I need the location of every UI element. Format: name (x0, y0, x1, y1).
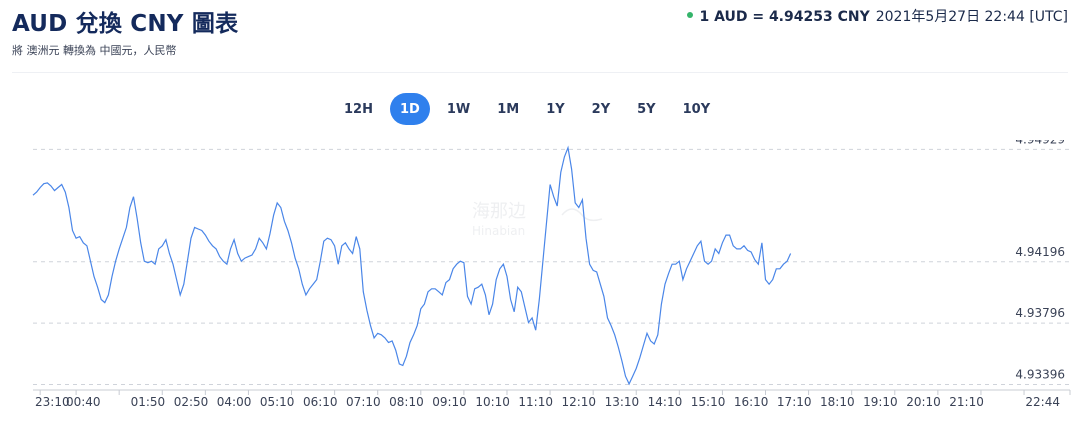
header-divider (12, 72, 1068, 73)
x-tick-label: 22:44 (1025, 395, 1060, 409)
live-status-icon (687, 12, 694, 18)
x-tick-label: 01:50 (131, 395, 166, 409)
current-rate: 1 AUD = 4.94253 CNY 2021年5月27日 22:44 [UTC… (687, 6, 1068, 26)
watermark-swoosh-icon (561, 208, 603, 222)
page-subtitle: 將 澳洲元 轉換為 中國元，人民幣 (12, 44, 177, 57)
x-tick-label: 14:10 (648, 395, 683, 409)
x-tick-label: 05:10 (260, 395, 295, 409)
period-button-5y[interactable]: 5Y (637, 101, 656, 117)
x-tick-label: 10:10 (475, 395, 510, 409)
period-button-1d[interactable]: 1D (389, 93, 430, 125)
period-button-2y[interactable]: 2Y (591, 101, 611, 117)
x-tick-label: 07:10 (346, 395, 381, 409)
rate-value: 1 AUD = 4.94253 CNY (699, 9, 870, 25)
x-tick-label: 15:10 (691, 395, 726, 409)
period-button-1y[interactable]: 1Y (546, 101, 565, 117)
x-tick-label: 17:10 (777, 395, 812, 409)
x-tick-label: 00:40 (66, 395, 101, 409)
x-tick-label: 16:10 (734, 395, 769, 409)
x-tick-label: 19:10 (863, 395, 898, 409)
chart-header: AUD 兌換 CNY 圖表 將 澳洲元 轉換為 中國元，人民幣 1 AUD = … (0, 0, 1080, 72)
y-tick-label: 4.93796 (1015, 306, 1065, 320)
rate-series-line (32, 145, 792, 386)
x-tick-label: 02:50 (174, 395, 209, 409)
period-button-12h[interactable]: 12H (344, 101, 373, 117)
watermark-logo: 海那边 Hinabian (472, 201, 603, 238)
watermark-text: 海那边 (472, 201, 526, 222)
page-title: AUD 兌換 CNY 圖表 (12, 11, 239, 37)
y-tick-label: 4.93396 (1015, 367, 1065, 381)
period-selector: 12H 1D 1W 1M 1Y 2Y 5Y 10Y (334, 93, 727, 125)
y-tick-label: 4.94929 (1015, 140, 1065, 146)
watermark-subtext: Hinabian (472, 224, 525, 238)
period-button-1w[interactable]: 1W (446, 101, 471, 117)
x-tick-label: 12:10 (561, 395, 596, 409)
x-tick-label: 13:10 (605, 395, 640, 409)
x-tick-label: 08:10 (389, 395, 424, 409)
x-tick-label: 20:10 (906, 395, 941, 409)
x-tick-label: 21:10 (949, 395, 984, 409)
rate-timestamp: 2021年5月27日 22:44 [UTC] (875, 9, 1068, 25)
x-tick-label: 23:10 (35, 395, 70, 409)
period-button-1m[interactable]: 1M (497, 101, 520, 117)
x-tick-label: 11:10 (518, 395, 553, 409)
x-tick-label: 09:10 (432, 395, 467, 409)
period-button-10y[interactable]: 10Y (682, 101, 711, 117)
x-tick-label: 06:10 (303, 395, 338, 409)
y-tick-label: 4.94196 (1015, 245, 1065, 259)
x-tick-label: 18:10 (820, 395, 855, 409)
x-tick-label: 04:00 (217, 395, 252, 409)
